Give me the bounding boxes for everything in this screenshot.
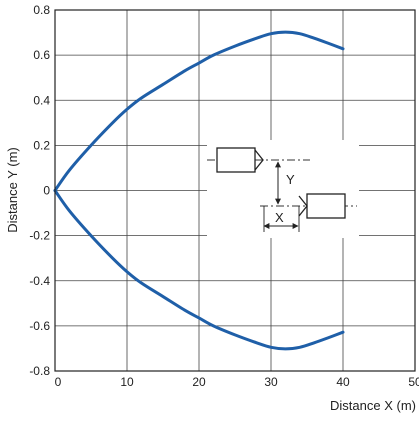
curves — [53, 30, 345, 351]
lower-curve — [53, 189, 345, 351]
y-tick-label: -0.4 — [29, 274, 50, 288]
x-axis-label: Distance X (m) — [330, 398, 416, 413]
upper-curve — [53, 30, 345, 192]
x-tick-label: 10 — [120, 375, 134, 389]
x-tick-label: 20 — [192, 375, 206, 389]
y-tick-label: -0.2 — [29, 229, 50, 243]
y-tick-label: 0.6 — [33, 48, 50, 62]
y-tick-label: 0 — [43, 184, 50, 198]
x-tick-label: 0 — [55, 375, 62, 389]
y-tick-label: -0.8 — [29, 364, 50, 378]
y-tick-label: 0.8 — [33, 3, 50, 17]
y-tick-label: 0.2 — [33, 138, 50, 152]
inset-x-label: X — [275, 210, 284, 225]
inset-y-label: Y — [286, 172, 295, 187]
x-tick-label: 30 — [264, 375, 278, 389]
x-tick-label: 50 — [408, 375, 419, 389]
plot-frame — [54, 9, 416, 372]
inset-diagram: Y X — [207, 140, 359, 238]
x-tick-label: 40 — [336, 375, 350, 389]
y-tick-label: -0.6 — [29, 319, 50, 333]
y-tick-label: 0.4 — [33, 93, 50, 107]
lower-projectile-icon — [298, 193, 346, 219]
y-axis-label: Distance Y (m) — [5, 147, 20, 233]
upper-projectile-icon — [216, 147, 264, 173]
tick-labels: 0 10 20 30 40 50 0.8 0.6 0.4 0.2 0 -0.2 -0.4 -0.6 -0.8 — [29, 3, 419, 389]
